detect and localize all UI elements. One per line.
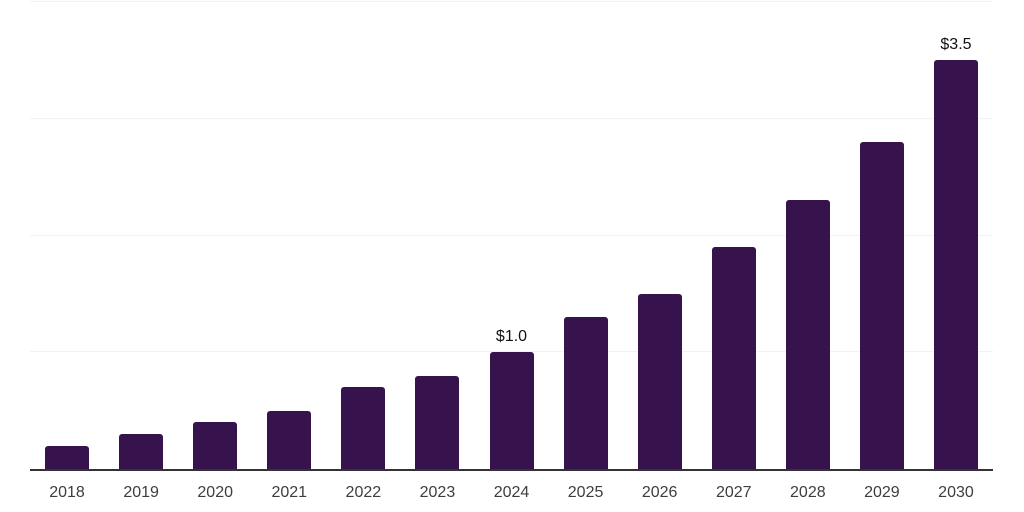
bar-slot-2019 xyxy=(104,2,178,469)
bar-slot-2024: $1.0 xyxy=(474,2,548,469)
bar-2025 xyxy=(563,317,608,469)
x-tick-label-2018: 2018 xyxy=(49,484,85,501)
x-tick-label-2029: 2029 xyxy=(864,484,900,501)
x-axis-tick-labels: 2018 2019 2020 2021 2022 2023 2024 2025 2026 2027… xyxy=(30,484,993,502)
x-axis-line xyxy=(30,469,993,471)
bar-2021 xyxy=(267,410,312,469)
bar-2018 xyxy=(45,445,90,469)
bar-slot-2030: $3.5 xyxy=(919,2,993,469)
bar-2028 xyxy=(785,200,830,469)
bar-2019 xyxy=(119,433,164,469)
gridline-y-1 xyxy=(30,351,993,353)
bar-slot-2020 xyxy=(178,2,252,469)
bar-2030 xyxy=(933,60,978,469)
x-tick-label-2026: 2026 xyxy=(641,484,678,501)
bar-slot-2018 xyxy=(30,2,104,469)
bar-slot-2022 xyxy=(326,2,400,469)
bar-slot-2027 xyxy=(697,2,771,469)
gridline-y-3 xyxy=(30,117,993,119)
x-tick-label-2030: 2030 xyxy=(938,484,974,501)
gridline-y-2 xyxy=(30,234,993,236)
plot-area: $1.0 $3.5 xyxy=(30,1,993,471)
x-tick-label-2020: 2020 xyxy=(197,484,233,501)
bar-slot-2028 xyxy=(771,2,845,469)
x-tick-label-2027: 2027 xyxy=(715,484,752,501)
bar-2026 xyxy=(637,293,682,469)
bar-2023 xyxy=(415,375,460,469)
bar-2020 xyxy=(193,422,238,469)
bar-slot-2026 xyxy=(623,2,697,469)
bar-slot-2023 xyxy=(400,2,474,469)
bar-slot-2021 xyxy=(252,2,326,469)
bar-value-label-2030: $3.5 xyxy=(940,36,972,54)
x-tick-label-2024: 2024 xyxy=(493,484,530,501)
x-tick-label-2028: 2028 xyxy=(790,484,826,501)
x-tick-label-2025: 2025 xyxy=(567,484,604,501)
bar-2022 xyxy=(341,387,386,469)
bar-value-label-2024: $1.0 xyxy=(495,328,528,346)
bar-slot-2029 xyxy=(845,2,919,469)
x-tick-label-2019: 2019 xyxy=(123,484,159,501)
x-tick-label-2023: 2023 xyxy=(419,484,456,501)
bar-2029 xyxy=(859,142,904,469)
bar-2024 xyxy=(489,352,534,469)
x-tick-label-2022: 2022 xyxy=(345,484,382,501)
bar-2027 xyxy=(711,247,756,469)
gridline-y-4 xyxy=(30,1,993,2)
bar-slot-2025 xyxy=(549,2,623,469)
bar-series: $1.0 $3.5 xyxy=(30,2,993,469)
x-tick-label-2021: 2021 xyxy=(271,484,308,501)
